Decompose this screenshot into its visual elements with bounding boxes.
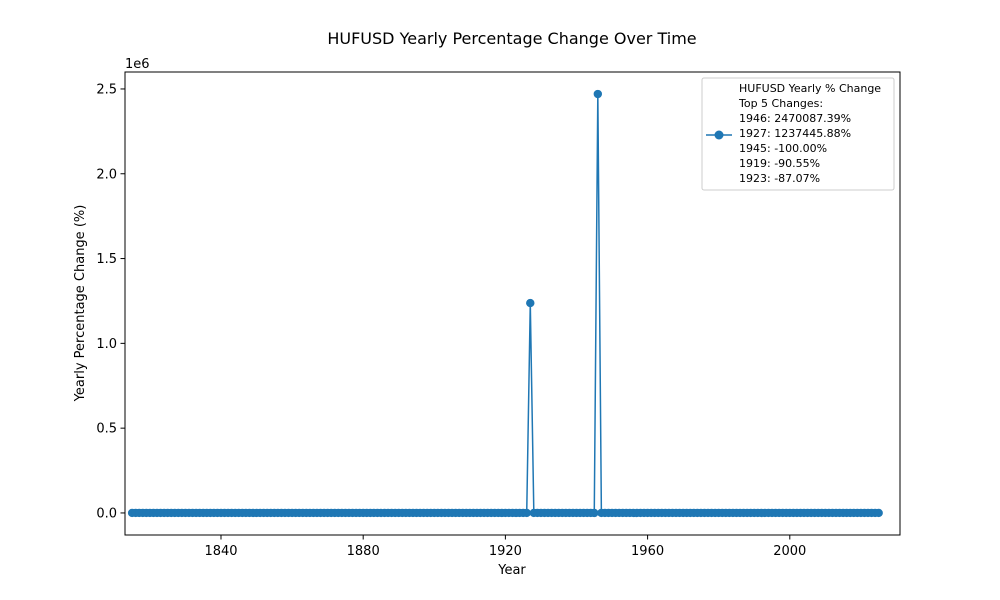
x-tick-label: 2000 [773, 544, 806, 559]
y-tick-label: 2.0 [96, 167, 117, 182]
data-point [874, 508, 883, 518]
y-tick-label: 0.0 [96, 506, 117, 521]
plot-content [127, 89, 883, 518]
legend-line: 1927: 1237445.88% [739, 127, 851, 140]
data-point [590, 508, 599, 518]
x-axis-ticks: 1840 1880 1920 1960 2000 [204, 535, 806, 559]
y-tick-label: 1.0 [96, 337, 117, 352]
x-axis-label: Year [497, 563, 526, 578]
data-point [593, 89, 603, 99]
x-tick-label: 1880 [347, 544, 380, 559]
data-point [526, 298, 535, 308]
x-tick-label: 1960 [631, 544, 664, 559]
y-tick-label: 0.5 [96, 422, 117, 437]
data-point [522, 508, 531, 518]
y-axis-label: Yearly Percentage Change (%) [73, 205, 88, 403]
chart-title: HUFUSD Yearly Percentage Change Over Tim… [327, 29, 696, 48]
legend-box [701, 77, 895, 191]
y-tick-label: 2.5 [96, 82, 117, 97]
legend-marker-swatch [714, 130, 724, 140]
plot-frame [124, 71, 901, 536]
legend-line: 1945: -100.00% [739, 142, 827, 155]
legend-line: 1946: 2470087.39% [739, 112, 851, 125]
legend-line: Top 5 Changes: [738, 97, 823, 110]
x-tick-label: 1840 [204, 544, 237, 559]
y-axis-offset-label: 1e6 [125, 57, 150, 72]
y-axis-ticks: 0.0 0.5 1.0 1.5 2.0 2.5 [96, 82, 125, 521]
legend-line: HUFUSD Yearly % Change [739, 82, 881, 95]
legend-line: 1919: -90.55% [739, 157, 820, 170]
x-tick-label: 1920 [489, 544, 522, 559]
y-tick-label: 1.5 [96, 252, 117, 267]
legend-line: 1923: -87.07% [739, 172, 820, 185]
legend-text-lines: HUFUSD Yearly % Change Top 5 Changes: 1946… [738, 82, 881, 185]
legend: HUFUSD Yearly % Change Top 5 Changes: 1946… [701, 77, 895, 191]
